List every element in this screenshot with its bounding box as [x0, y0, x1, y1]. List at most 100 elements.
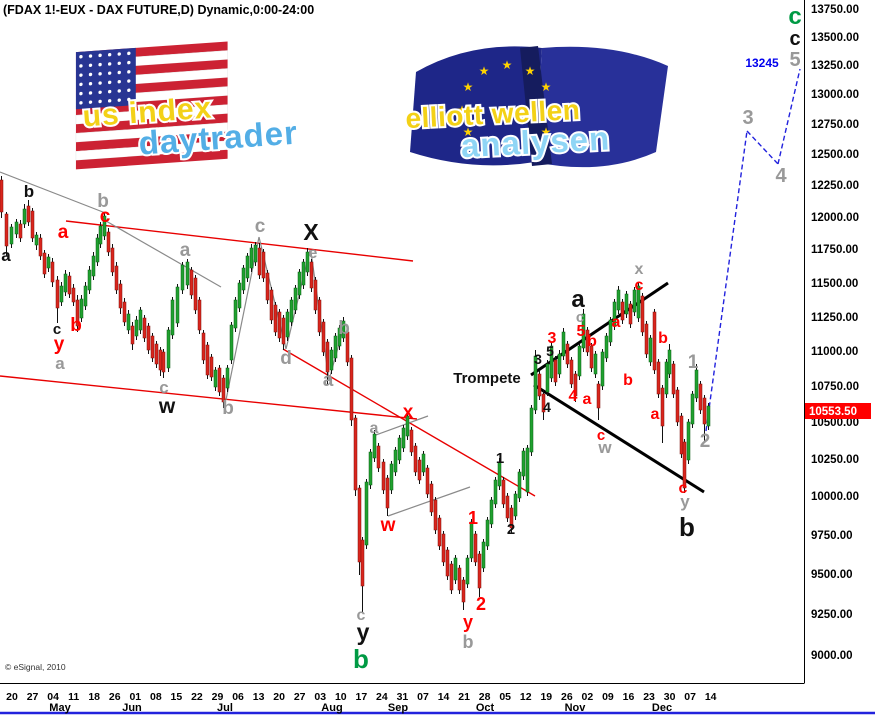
star-dot: [79, 73, 83, 77]
wave-label-b: b: [679, 512, 695, 542]
star-dot: [79, 91, 83, 96]
candle-body: [293, 287, 298, 311]
eu-star-icon: ★: [479, 64, 490, 78]
candle-body: [364, 481, 369, 546]
candle-body: [193, 277, 198, 311]
eu-star-icon: ★: [457, 103, 468, 117]
candle-body: [525, 447, 530, 493]
wave-label-a: a: [58, 222, 69, 243]
wave-label-4: 4: [543, 399, 551, 415]
eu-star-icon: ★: [525, 64, 536, 78]
candle-body: [368, 451, 373, 486]
candle-body: [46, 256, 51, 269]
month-label: Dec: [652, 702, 672, 714]
wave-label-y: y: [54, 334, 65, 355]
wave-label-X: X: [303, 219, 319, 245]
price-tick-label: 12750.00: [811, 119, 859, 131]
eu-star-icon: ★: [463, 80, 474, 94]
us-index-daytrader-logo: us index daytrader: [75, 41, 301, 170]
date-tick-label: 07: [417, 691, 429, 703]
candle-body: [142, 317, 147, 339]
candle-body: [652, 311, 657, 371]
gray-connector-3: [225, 236, 260, 401]
star-dot: [127, 97, 131, 102]
price-tick-label: 9500.00: [811, 569, 853, 581]
candle-body: [485, 519, 490, 547]
price-tick-label: 13000.00: [811, 89, 859, 101]
candle-body: [301, 261, 306, 286]
candle-body: [360, 539, 365, 587]
candle-body: [604, 335, 609, 359]
candle-body: [321, 321, 326, 353]
star-dot: [107, 80, 112, 85]
candle-body: [79, 298, 84, 319]
candle-body: [150, 335, 155, 359]
wave-label-a: a: [571, 286, 585, 313]
candle-body: [509, 507, 514, 529]
wave-label-y: y: [357, 619, 370, 645]
gray-connector-1: [0, 171, 109, 215]
candle-body: [698, 383, 703, 411]
star-dot: [117, 61, 121, 65]
wave-label-c: c: [53, 321, 61, 338]
date-tick-label: 26: [561, 691, 573, 703]
red-channel-upper: [65, 220, 414, 262]
candle-body: [533, 355, 538, 411]
date-tick-label: 14: [438, 691, 450, 703]
candle-body: [237, 282, 242, 309]
date-tick-label: 03: [314, 691, 326, 703]
candle-body: [353, 417, 358, 491]
us-flag-stars: [79, 51, 131, 105]
wave-label-b: b: [70, 315, 82, 336]
date-tick-label: 05: [499, 691, 511, 703]
month-label: Nov: [565, 702, 587, 714]
candle-body: [273, 304, 278, 333]
candle-body: [489, 499, 494, 525]
candle-body: [241, 267, 246, 291]
us-flag: [75, 41, 228, 170]
eu-flag: ★ ★ ★ ★ ★ ★ ★ ★ ★: [410, 46, 668, 168]
candle-body: [333, 335, 338, 359]
candle-body: [372, 433, 377, 459]
date-tick-label: 23: [643, 691, 655, 703]
date-tick-label: 26: [109, 691, 121, 703]
price-tick-label: 12250.00: [811, 180, 859, 192]
star-dot: [107, 53, 112, 57]
candle-body: [401, 427, 406, 449]
candle-body: [317, 299, 322, 333]
candle-body: [253, 244, 258, 263]
candle-body: [357, 487, 362, 563]
candle-body: [682, 441, 687, 489]
wave-label-a: a: [55, 354, 65, 373]
eu-star-icon: ★: [541, 125, 552, 139]
candle-body: [329, 349, 334, 371]
candle-body: [130, 325, 135, 345]
eu-star-icon: ★: [463, 125, 474, 139]
candle-body: [549, 345, 554, 379]
date-tick-label: 07: [684, 691, 696, 703]
wave-label-c: c: [635, 277, 644, 294]
date-tick-label: 09: [602, 691, 614, 703]
candle-body: [83, 285, 88, 307]
candle-body: [180, 264, 185, 291]
candle-body: [154, 343, 159, 365]
candle-body: [122, 301, 127, 323]
date-tick-label: 12: [520, 691, 532, 703]
candle-body: [0, 179, 4, 213]
candle-body: [161, 351, 166, 373]
date-tick-label: 19: [540, 691, 552, 703]
candle-body: [245, 255, 250, 279]
candle-body: [59, 285, 64, 303]
wave-label-c: c: [576, 309, 584, 326]
wave-label-2: 2: [507, 521, 515, 538]
month-label: Aug: [321, 702, 342, 714]
wave-label-5: 5: [577, 323, 586, 340]
month-label: Oct: [476, 702, 495, 714]
date-tick-label: 21: [458, 691, 470, 703]
wave-label-3: 3: [534, 351, 542, 367]
candle-body: [565, 343, 570, 365]
month-label: Jul: [217, 702, 233, 714]
candle-body: [593, 353, 598, 375]
candle-body: [545, 363, 550, 393]
